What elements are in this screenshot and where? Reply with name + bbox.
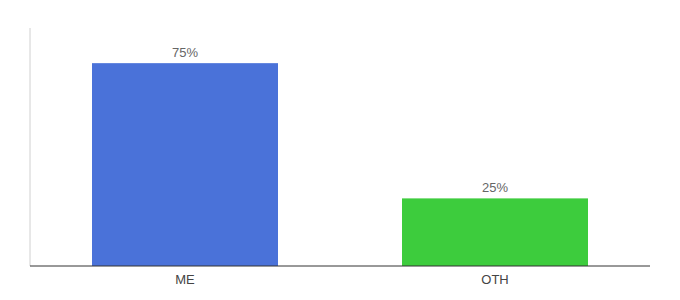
bar	[92, 63, 278, 266]
bars	[92, 63, 588, 266]
x-tick-label: ME	[175, 272, 195, 287]
chart-container: ME OTH 75% 25%	[0, 0, 680, 300]
x-tick-label: OTH	[481, 272, 508, 287]
x-axis-line	[30, 266, 650, 267]
bar	[402, 198, 588, 266]
y-axis-line	[30, 28, 31, 266]
data-label: 75%	[172, 45, 198, 60]
chart-svg: ME OTH 75% 25%	[0, 0, 680, 300]
data-label: 25%	[482, 180, 508, 195]
